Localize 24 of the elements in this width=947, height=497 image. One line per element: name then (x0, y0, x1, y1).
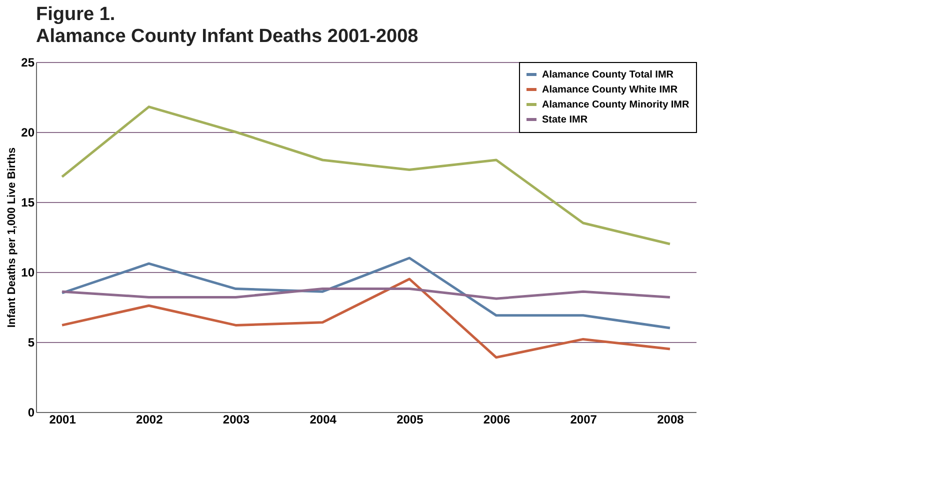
legend-label: Alamance County White IMR (542, 84, 678, 96)
y-tick-label: 15 (21, 196, 35, 210)
x-tick-label: 2001 (49, 412, 76, 426)
y-tick-label: 20 (21, 126, 35, 140)
line-series (60, 288, 672, 300)
legend-label: Alamance County Total IMR (542, 70, 674, 80)
y-tick-label: 10 (21, 266, 35, 280)
x-tick-label: 2007 (570, 412, 598, 426)
y-axis-title: Infant Deaths per 1,000 Live Births (6, 147, 18, 328)
legend-label: Alamance County Minority IMR (542, 100, 690, 110)
y-tick-label: 25 (21, 56, 35, 70)
y-tick-label: 0 (28, 406, 35, 420)
line-series (60, 278, 672, 359)
legend-label: State IMR (542, 114, 588, 126)
line-series (60, 256, 672, 330)
y-tick-label: 5 (28, 336, 35, 350)
x-tick-label: 2008 (657, 412, 684, 426)
chart-title: Figure 1. (36, 4, 116, 25)
x-tick-label: 2003 (222, 412, 250, 426)
x-tick-label: 2004 (310, 412, 337, 426)
chart-subtitle: Alamance County Infant Deaths 2001-2008 (36, 26, 418, 47)
x-tick-label: 2002 (136, 412, 164, 426)
x-tick-label: 2005 (396, 412, 424, 426)
x-tick-label: 2006 (483, 412, 510, 426)
